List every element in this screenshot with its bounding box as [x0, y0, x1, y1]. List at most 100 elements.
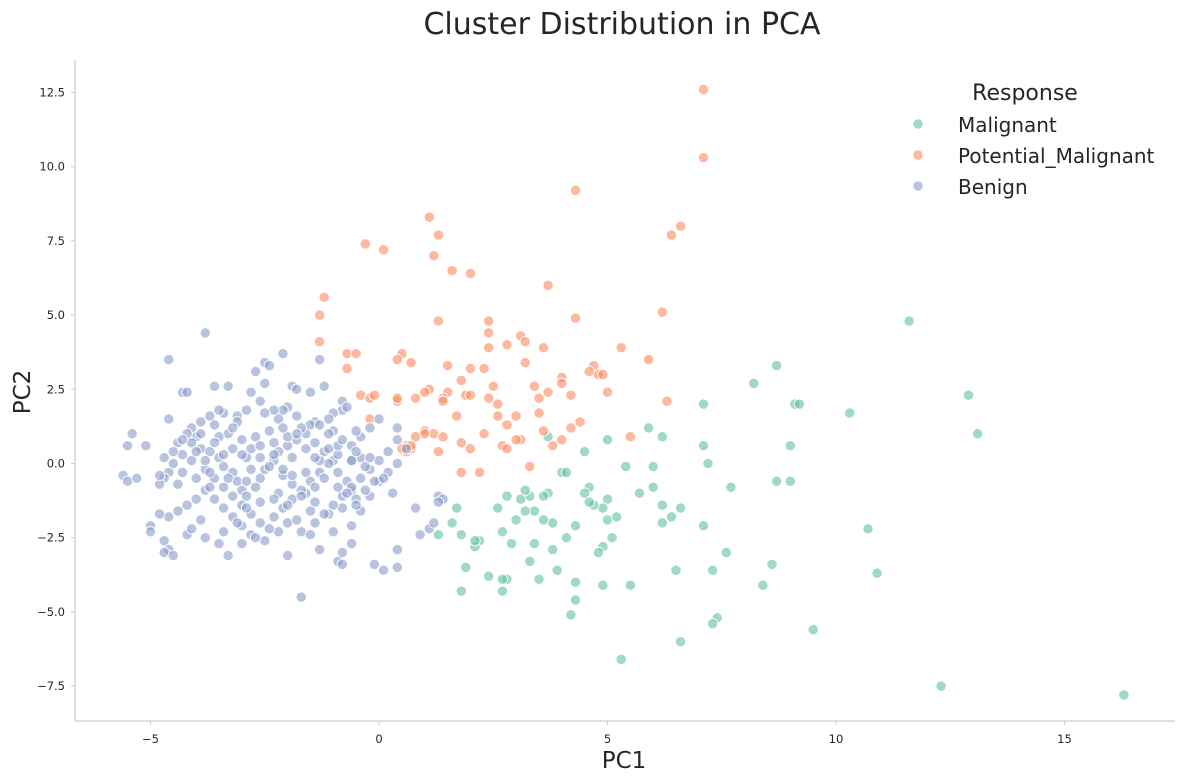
point-benign: [167, 457, 179, 470]
point-malignant: [583, 496, 595, 508]
point-benign: [263, 460, 275, 473]
point-benign: [313, 543, 326, 556]
point-potential-malignant: [501, 419, 513, 431]
point-benign: [300, 443, 312, 455]
point-benign: [263, 359, 275, 372]
point-malignant: [524, 555, 536, 568]
point-benign: [199, 532, 211, 544]
point-potential-malignant: [519, 356, 531, 369]
point-benign: [172, 478, 184, 490]
point-malignant: [697, 398, 710, 410]
point-malignant: [670, 564, 682, 576]
point-benign: [199, 327, 211, 339]
point-benign: [309, 451, 321, 464]
point-potential-malignant: [528, 380, 541, 392]
x-tick-label: 0: [375, 732, 382, 746]
point-malignant: [601, 434, 614, 446]
point-malignant: [537, 490, 550, 502]
point-potential-malignant: [455, 437, 467, 449]
point-potential-malignant: [569, 184, 582, 197]
point-benign: [336, 434, 349, 446]
point-malignant: [766, 558, 778, 571]
point-benign: [204, 410, 216, 422]
point-malignant: [560, 466, 573, 479]
point-malignant: [451, 502, 463, 514]
y-tick-label: −7.5: [37, 679, 65, 693]
point-potential-malignant: [542, 279, 554, 292]
point-benign: [355, 472, 367, 484]
legend-label-potential-malignant: Potential_Malignant: [958, 144, 1155, 168]
legend-marker-benign: [912, 180, 924, 192]
point-potential-malignant: [455, 466, 467, 479]
point-benign: [313, 419, 326, 431]
point-benign: [254, 517, 266, 529]
point-potential-malignant: [519, 336, 531, 348]
point-benign: [313, 353, 326, 366]
point-potential-malignant: [464, 389, 477, 401]
point-benign: [126, 428, 138, 440]
point-potential-malignant: [464, 443, 477, 455]
point-malignant: [592, 546, 605, 559]
point-potential-malignant: [510, 410, 522, 422]
point-potential-malignant: [359, 238, 371, 250]
point-benign: [359, 484, 371, 496]
point-potential-malignant: [533, 407, 545, 419]
point-benign: [263, 425, 275, 437]
point-potential-malignant: [464, 267, 477, 280]
point-benign: [281, 499, 294, 511]
point-benign: [259, 377, 271, 390]
point-malignant: [697, 440, 710, 452]
point-benign: [185, 523, 198, 535]
point-malignant: [606, 532, 618, 544]
point-potential-malignant: [501, 443, 513, 455]
y-axis-ticks: −7.5 −5.0 −2.5 0.0 2.5 5.0 7.5 10.0 12.5: [37, 86, 75, 693]
point-benign: [190, 445, 202, 458]
point-malignant: [519, 484, 531, 496]
point-potential-malignant: [537, 342, 550, 354]
x-tick-label: 15: [1057, 732, 1072, 746]
point-benign: [217, 526, 230, 538]
x-tick-label: −5: [142, 732, 159, 746]
point-benign: [158, 535, 170, 547]
point-potential-malignant: [574, 416, 586, 428]
point-benign: [309, 496, 321, 508]
point-malignant: [770, 359, 783, 372]
point-benign: [272, 413, 285, 425]
point-benign: [277, 463, 289, 476]
point-potential-malignant: [661, 395, 673, 407]
point-potential-malignant: [377, 244, 390, 256]
point-potential-malignant: [432, 315, 445, 327]
point-malignant: [972, 428, 984, 440]
point-malignant: [642, 422, 655, 434]
point-malignant: [560, 532, 573, 544]
point-benign: [291, 410, 303, 422]
point-benign: [163, 353, 175, 366]
point-benign: [236, 434, 248, 446]
point-benign: [153, 469, 166, 482]
point-potential-malignant: [313, 309, 326, 321]
point-malignant: [962, 389, 975, 401]
point-malignant: [537, 514, 550, 526]
x-axis-ticks: −5 0 5 10 15: [142, 721, 1072, 746]
point-benign: [309, 481, 321, 493]
y-tick-label: 12.5: [39, 86, 65, 100]
point-malignant: [620, 460, 632, 473]
point-benign: [199, 454, 211, 467]
point-benign: [281, 549, 294, 562]
point-benign: [222, 472, 234, 484]
point-potential-malignant: [446, 264, 458, 277]
point-potential-malignant: [547, 440, 559, 452]
legend-marker-malignant: [912, 118, 924, 130]
point-benign: [318, 508, 330, 520]
point-benign: [254, 440, 266, 452]
point-benign: [368, 558, 381, 571]
point-benign: [364, 451, 376, 464]
point-benign: [249, 481, 262, 493]
point-malignant: [460, 561, 472, 574]
point-malignant: [624, 579, 637, 591]
point-potential-malignant: [409, 431, 422, 443]
point-potential-malignant: [391, 353, 403, 366]
point-potential-malignant: [569, 312, 582, 324]
point-malignant: [601, 493, 614, 505]
point-benign: [291, 428, 303, 440]
